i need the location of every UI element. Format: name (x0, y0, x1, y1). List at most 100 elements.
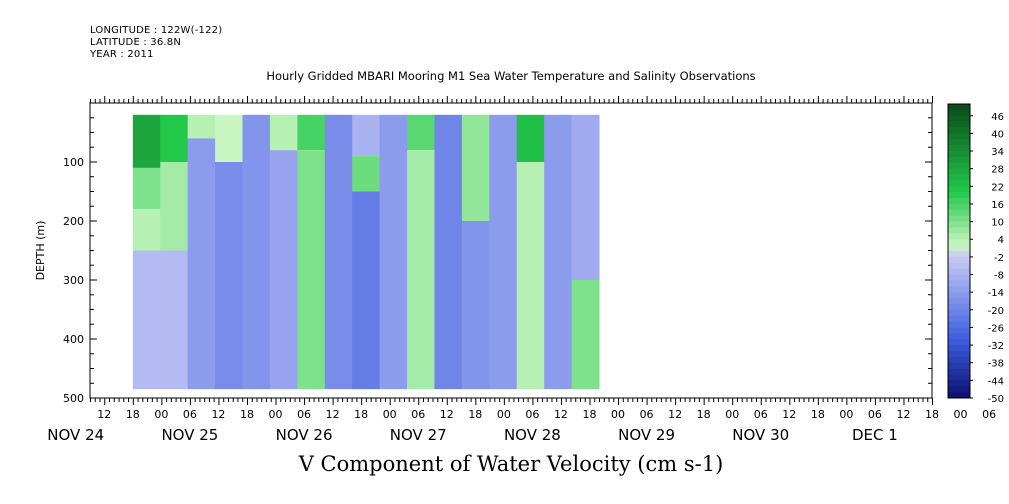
x-hour-tick-label: 06 (640, 408, 654, 421)
x-hour-tick-label: 06 (754, 408, 768, 421)
colorbar-segment (948, 368, 970, 375)
colorbar-segment (948, 327, 970, 334)
colorbar-segment (948, 303, 970, 311)
x-day-tick-label: NOV 25 (161, 426, 218, 444)
colorbar-label: -26 (988, 323, 1004, 334)
x-day-tick-label: NOV 29 (618, 426, 675, 444)
colorbar-segment (948, 386, 970, 393)
x-hour-tick-label: 18 (240, 408, 254, 421)
colorbar-segment (948, 392, 970, 399)
colorbar-segment (948, 186, 970, 193)
colorbar-segment (948, 168, 970, 175)
colorbar-label: 22 (991, 182, 1004, 193)
colorbar-segment (948, 274, 970, 281)
heatmap-cell (132, 114, 161, 168)
heatmap-cell (352, 114, 381, 157)
colorbar-segment (948, 350, 970, 358)
longitude-label: LONGITUDE : 122W(-122) (90, 25, 223, 36)
colorbar-label: 34 (991, 147, 1004, 158)
heatmap-cell (434, 114, 463, 390)
x-hour-tick-label: 18 (582, 408, 596, 421)
colorbar-segment (948, 121, 970, 128)
colorbar-segment (948, 215, 970, 222)
heatmap-cell (242, 114, 271, 390)
x-hour-tick-label: 06 (868, 408, 882, 421)
colorbar-segment (948, 280, 970, 287)
colorbar-segment (948, 162, 970, 169)
heatmap-cell (297, 114, 326, 151)
x-hour-tick-label: 12 (440, 408, 454, 421)
x-hour-tick-label: 18 (468, 408, 482, 421)
x-hour-tick-label: 00 (383, 408, 397, 421)
x-hour-tick-label: 12 (782, 408, 796, 421)
colorbar-segment (948, 298, 970, 305)
colorbar-segment (948, 127, 970, 134)
colorbar-label: 28 (991, 165, 1004, 176)
colorbar-segment (948, 256, 970, 264)
colorbar-label: -38 (988, 359, 1004, 370)
heatmap-cell (215, 162, 243, 390)
heatmap-cell (324, 114, 353, 390)
heatmap-cell (571, 280, 600, 390)
colorbar-segment (948, 151, 970, 158)
x-hour-tick-label: 06 (525, 408, 539, 421)
colorbar-segment (948, 133, 970, 140)
colorbar-segment (948, 221, 970, 228)
colorbar-segment (948, 292, 970, 299)
colorbar-segment (948, 192, 970, 199)
chart-title: Hourly Gridded MBARI Mooring M1 Sea Wate… (266, 69, 756, 83)
x-day-tick-label: NOV 26 (276, 426, 333, 444)
colorbar-segment (948, 251, 970, 258)
colorbar-label: -44 (988, 376, 1004, 387)
x-hour-tick-label: 12 (326, 408, 340, 421)
heatmap-cell (132, 167, 161, 210)
colorbar-segment (948, 245, 970, 252)
colorbar-segment (948, 115, 970, 122)
colorbar-label: 40 (991, 129, 1004, 140)
y-tick-label: 400 (63, 333, 84, 346)
y-tick-label: 100 (63, 156, 84, 169)
x-hour-tick-label: 00 (497, 408, 511, 421)
colorbar-segment (948, 262, 970, 269)
heatmap-cell (379, 114, 408, 390)
x-hour-tick-label: 18 (811, 408, 825, 421)
x-hour-tick-label: 12 (896, 408, 910, 421)
colorbar-segment (948, 239, 970, 246)
heatmap-cell (489, 114, 518, 390)
y-axis-label: DEPTH (m) (34, 221, 47, 281)
colorbar-segment (948, 156, 970, 164)
colorbar-label: -2 (994, 253, 1004, 264)
latitude-label: LATITUDE : 36.8N (90, 37, 182, 48)
y-tick-label: 200 (63, 215, 84, 228)
heatmap-cell (297, 150, 326, 390)
colorbar-label: 10 (991, 218, 1004, 229)
colorbar-label: -8 (994, 271, 1004, 282)
x-day-tick-label: NOV 30 (732, 426, 789, 444)
heatmap-cell (544, 114, 573, 390)
colorbar-segment (948, 268, 970, 275)
x-hour-tick-label: 06 (183, 408, 197, 421)
heatmap-cell (269, 150, 298, 390)
colorbar-segment (948, 203, 970, 211)
colorbar-segment (948, 145, 970, 152)
heatmap-cell (407, 150, 435, 390)
colorbar-segment (948, 104, 970, 111)
x-axis-label: V Component of Water Velocity (cm s-1) (298, 452, 724, 476)
colorbar-segment (948, 227, 970, 234)
x-hour-tick-label: 00 (269, 408, 283, 421)
colorbar-segment (948, 333, 970, 340)
heatmap-cell (352, 191, 381, 390)
colorbar-segment (948, 286, 970, 293)
x-hour-tick-label: 18 (925, 408, 939, 421)
colorbar-segment (948, 139, 970, 146)
x-hour-tick-label: 06 (982, 408, 996, 421)
x-day-tick-label: NOV 24 (47, 426, 104, 444)
colorbar-segment (948, 362, 970, 369)
colorbar-label: 46 (991, 112, 1004, 123)
x-day-tick-label: DEC 1 (852, 426, 898, 444)
heatmap-cell (160, 162, 189, 251)
heatmap-cell (352, 156, 381, 192)
x-hour-tick-label: 18 (697, 408, 711, 421)
x-hour-tick-label: 12 (554, 408, 568, 421)
